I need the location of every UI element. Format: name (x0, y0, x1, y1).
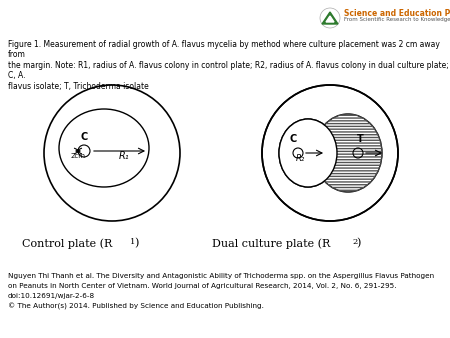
Text: Control plate (R: Control plate (R (22, 238, 112, 248)
Text: doi:10.12691/wjar-2-6-8: doi:10.12691/wjar-2-6-8 (8, 293, 95, 299)
Text: Nguyen Thi Thanh et al. The Diversity and Antagonistic Ability of Trichoderma sp: Nguyen Thi Thanh et al. The Diversity an… (8, 273, 434, 279)
Text: Dual culture plate (R: Dual culture plate (R (212, 238, 330, 248)
Text: From Scientific Research to Knowledge: From Scientific Research to Knowledge (344, 17, 450, 22)
Text: 2: 2 (352, 238, 357, 246)
Text: 2cm: 2cm (71, 153, 86, 159)
Text: C: C (289, 134, 297, 144)
Text: on Peanuts in North Center of Vietnam. World Journal of Agricultural Research, 2: on Peanuts in North Center of Vietnam. W… (8, 283, 396, 289)
Polygon shape (326, 16, 334, 22)
Text: C: C (81, 132, 88, 142)
Polygon shape (322, 12, 338, 24)
Text: R₁: R₁ (119, 151, 129, 161)
Ellipse shape (314, 114, 382, 192)
Text: © The Author(s) 2014. Published by Science and Education Publishing.: © The Author(s) 2014. Published by Scien… (8, 303, 264, 310)
Text: Science and Education Publishing: Science and Education Publishing (344, 8, 450, 18)
Text: R₂: R₂ (295, 154, 305, 163)
Text: ): ) (356, 238, 360, 248)
Text: ): ) (134, 238, 139, 248)
Text: Figure 1. Measurement of radial growth of A. flavus mycelia by method where cult: Figure 1. Measurement of radial growth o… (8, 40, 449, 91)
Text: 1: 1 (130, 238, 135, 246)
Ellipse shape (279, 119, 337, 187)
Text: T: T (356, 134, 364, 144)
